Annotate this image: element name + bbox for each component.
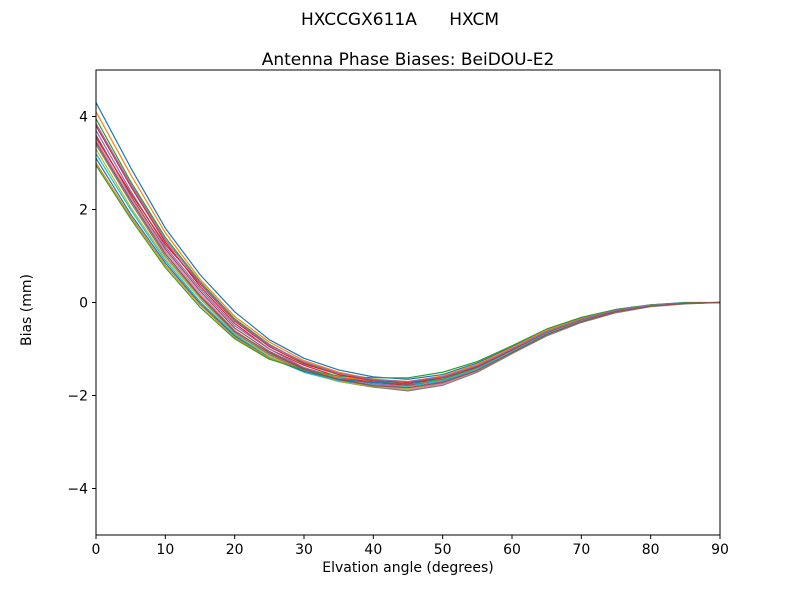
y-tick-label: 4 bbox=[79, 110, 88, 126]
x-tick-label: 0 bbox=[92, 542, 101, 558]
series-line-2 bbox=[95, 118, 721, 385]
y-tick-label: −2 bbox=[67, 389, 88, 405]
x-tick-label: 30 bbox=[295, 542, 313, 558]
series-line-10 bbox=[95, 158, 721, 385]
x-tick-label: 90 bbox=[711, 542, 729, 558]
series-line-15 bbox=[95, 141, 721, 389]
figure-suptitle: HXCCGX611A HXCM bbox=[301, 10, 499, 30]
x-tick-label: 80 bbox=[642, 542, 660, 558]
series-line-0 bbox=[95, 102, 720, 380]
y-tick-label: −4 bbox=[67, 482, 88, 498]
series-line-3 bbox=[95, 125, 721, 386]
series-line-5 bbox=[95, 134, 721, 390]
x-tick-label: 50 bbox=[434, 542, 452, 558]
axes-frame bbox=[95, 69, 721, 536]
y-axis-label: Bias (mm) bbox=[19, 273, 35, 347]
x-tick-label: 10 bbox=[156, 542, 174, 558]
series-line-7 bbox=[95, 144, 721, 392]
series-line-14 bbox=[95, 123, 721, 383]
x-tick-label: 60 bbox=[503, 542, 521, 558]
series-line-12 bbox=[95, 164, 721, 379]
series-line-1 bbox=[95, 111, 721, 383]
y-tick-label: 0 bbox=[79, 296, 88, 312]
x-tick-label: 70 bbox=[572, 542, 590, 558]
series-line-4 bbox=[95, 130, 721, 387]
y-tick-label: 2 bbox=[79, 203, 88, 219]
x-axis-label: Elvation angle (degrees) bbox=[322, 560, 494, 576]
x-tick-label: 40 bbox=[364, 542, 382, 558]
x-tick-label: 20 bbox=[226, 542, 244, 558]
axes-title: Antenna Phase Biases: BeiDOU-E2 bbox=[261, 50, 555, 70]
